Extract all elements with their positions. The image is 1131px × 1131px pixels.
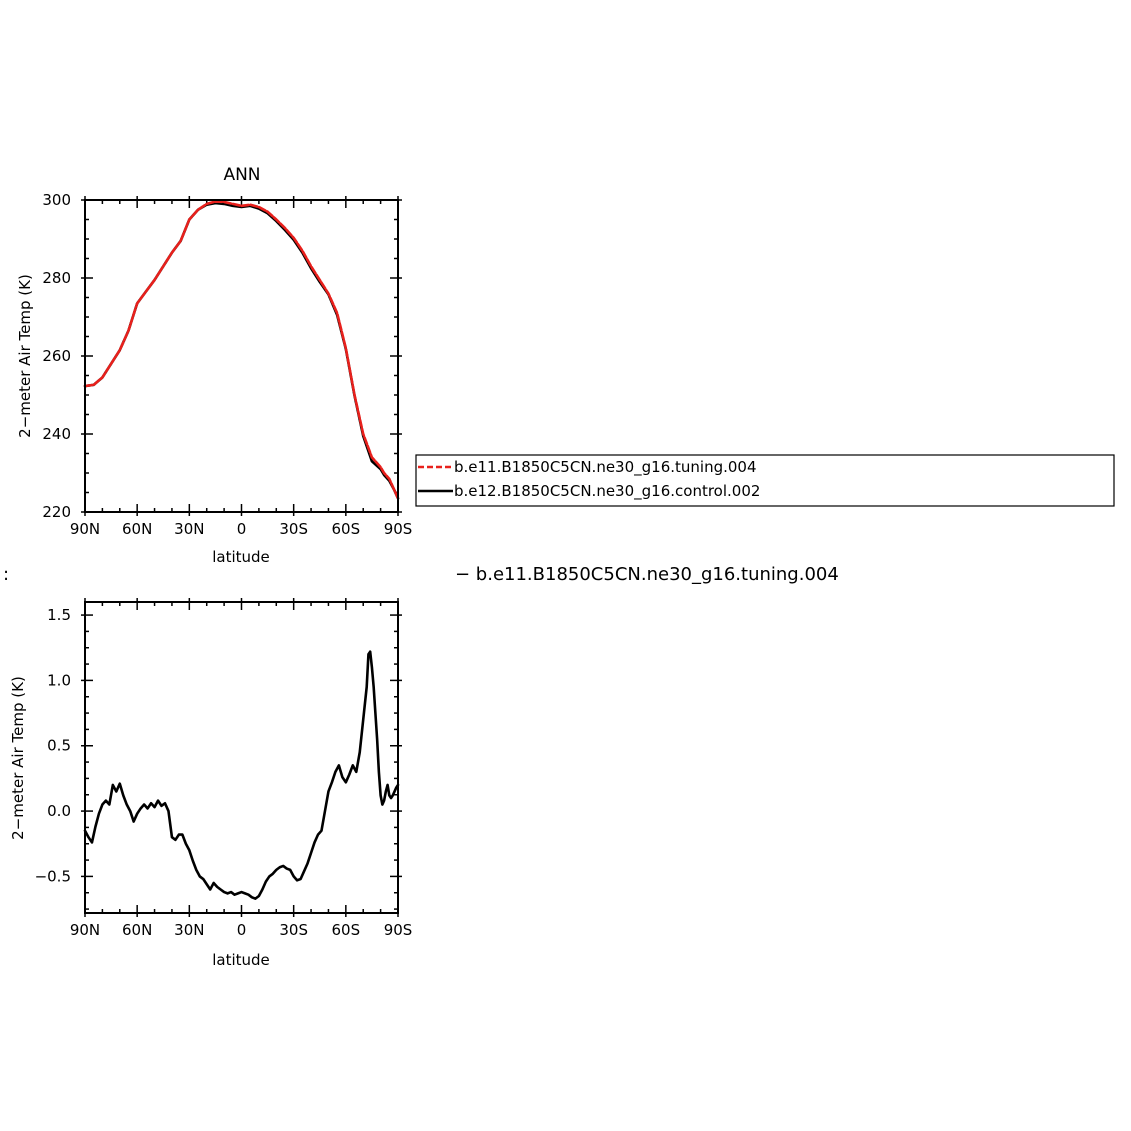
top-x-tick-labels: 90N 60N 30N 0 30S 60S 90S [70, 520, 412, 538]
x-tick-label: 30S [279, 520, 308, 538]
y-tick-label: 260 [42, 347, 71, 365]
difference-panel: : − b.e11.B1850C5CN.ne30_g16.tuning.004 … [3, 564, 839, 969]
bottom-y-axis-label: 2−meter Air Temp (K) [9, 676, 27, 840]
x-tick-label: 30N [174, 520, 204, 538]
top-x-axis-label: latitude [212, 548, 270, 566]
y-tick-label: 300 [42, 191, 71, 209]
x-tick-label: 60S [332, 921, 361, 939]
legend-label-control: b.e12.B1850C5CN.ne30_g16.control.002 [454, 482, 760, 501]
difference-title-colon: : [3, 564, 9, 585]
y-tick-label: 240 [42, 425, 71, 443]
y-tick-label: 1.0 [47, 671, 71, 689]
x-tick-label: 30S [279, 921, 308, 939]
y-tick-label: 280 [42, 269, 71, 287]
top-ticks [81, 196, 402, 516]
difference-title: − b.e11.B1850C5CN.ne30_g16.tuning.004 [455, 564, 839, 585]
y-tick-label: 220 [42, 503, 71, 521]
series-line-1 [83, 201, 400, 500]
series-line-0 [83, 200, 400, 500]
legend-box [415, 454, 1115, 507]
x-tick-label: 90S [384, 520, 413, 538]
bottom-x-axis-label: latitude [212, 951, 270, 969]
bottom-y-tick-labels: −0.5 0.0 0.5 1.0 1.5 [35, 606, 71, 885]
x-tick-label: 0 [237, 520, 247, 538]
bottom-plot-frame [84, 601, 399, 914]
y-tick-label: 0.5 [47, 737, 71, 755]
y-tick-label: −0.5 [35, 867, 71, 885]
chart-title: ANN [223, 165, 260, 185]
top-plot-frame [84, 199, 399, 513]
bottom-series-lines [83, 650, 400, 900]
x-tick-label: 0 [237, 921, 247, 939]
x-tick-label: 90S [384, 921, 413, 939]
x-tick-label: 30N [174, 921, 204, 939]
y-tick-label: 0.0 [47, 802, 71, 820]
x-tick-label: 60N [122, 921, 152, 939]
x-tick-label: 90N [70, 520, 100, 538]
legend: b.e11.B1850C5CN.ne30_g16.tuning.004 b.e1… [415, 454, 1115, 507]
top-y-tick-labels: 220 240 260 280 300 [42, 191, 71, 521]
x-tick-label: 60S [332, 520, 361, 538]
legend-label-tuning: b.e11.B1850C5CN.ne30_g16.tuning.004 [454, 458, 757, 477]
bottom-x-tick-labels: 90N 60N 30N 0 30S 60S 90S [70, 921, 412, 939]
temperature-panel: ANN 90N 60N 30N 0 30S 60S 90S 220240260280300 … [16, 165, 412, 566]
series-line-0 [83, 650, 400, 900]
x-tick-label: 90N [70, 921, 100, 939]
y-tick-label: 1.5 [47, 606, 71, 624]
bottom-ticks [81, 598, 402, 917]
top-y-axis-label: 2−meter Air Temp (K) [16, 274, 34, 438]
top-series-lines [83, 200, 400, 500]
x-tick-label: 60N [122, 520, 152, 538]
